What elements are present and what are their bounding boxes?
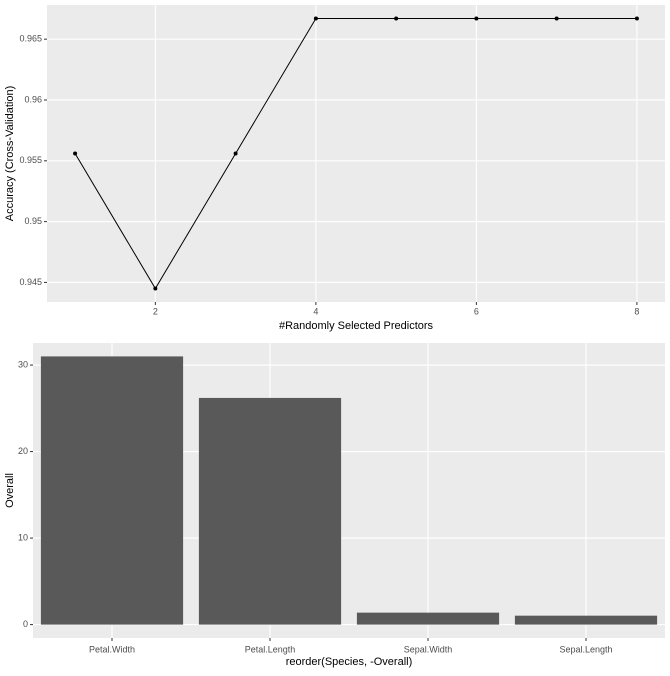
- point: [153, 286, 158, 291]
- x-tick-label: Petal.Length: [245, 644, 296, 654]
- x-tick-label: Sepal.Width: [404, 644, 453, 654]
- x-tick-label: 6: [474, 306, 479, 316]
- point: [73, 151, 78, 156]
- y-tick-label: 20: [18, 446, 28, 456]
- x-tick-label: Petal.Width: [89, 644, 135, 654]
- bar: [198, 397, 342, 625]
- point: [394, 16, 399, 21]
- x-axis-title: #Randomly Selected Predictors: [279, 320, 434, 332]
- bar: [514, 615, 658, 625]
- y-tick-label: 0.945: [19, 277, 42, 287]
- y-axis-title: Accuracy (Cross-Validation): [4, 86, 16, 222]
- y-tick-label: 0: [23, 619, 28, 629]
- point: [313, 16, 318, 21]
- point: [474, 16, 479, 21]
- x-axis-title: reorder(Species, -Overall): [286, 656, 413, 668]
- y-tick-label: 0.955: [19, 155, 42, 165]
- x-tick-label: Sepal.Length: [559, 644, 612, 654]
- x-tick-label: 2: [153, 306, 158, 316]
- y-tick-label: 0.965: [19, 34, 42, 44]
- point: [634, 16, 639, 21]
- x-tick-label: 4: [313, 306, 318, 316]
- x-tick-label: 8: [634, 306, 639, 316]
- point: [233, 151, 238, 156]
- point: [554, 16, 559, 21]
- y-tick-label: 10: [18, 532, 28, 542]
- y-tick-label: 0.96: [24, 94, 42, 104]
- y-axis-title: Overall: [4, 473, 16, 508]
- panel: [47, 5, 665, 302]
- y-tick-label: 0.95: [24, 216, 42, 226]
- bar: [356, 612, 500, 625]
- y-tick-label: 30: [18, 359, 28, 369]
- bar: [40, 356, 184, 625]
- line: [74, 18, 637, 290]
